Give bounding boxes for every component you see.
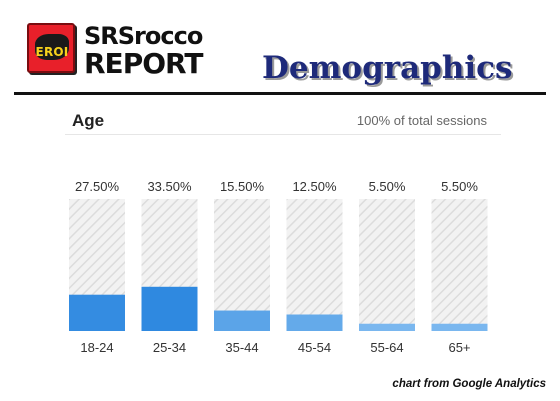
- card-title: Age: [72, 111, 105, 130]
- bar-25-34[interactable]: [141, 286, 198, 331]
- bar-35-44[interactable]: [214, 310, 270, 331]
- value-label-18-24: 27.50%: [75, 179, 120, 194]
- source-caption: chart from Google Analytics: [392, 378, 546, 390]
- category-label-55-64: 55-64: [370, 340, 403, 355]
- bar-45-54[interactable]: [286, 314, 343, 332]
- bar-track-45-54: [286, 199, 343, 331]
- category-label-45-54: 45-54: [298, 340, 331, 355]
- card-divider: [65, 134, 501, 135]
- card-subtitle: 100% of total sessions: [356, 113, 487, 128]
- category-label-18-24: 18-24: [80, 340, 113, 355]
- logo-badge-text: EROI: [35, 45, 69, 59]
- bar-track-65+: [431, 199, 488, 331]
- value-label-25-34: 33.50%: [147, 179, 192, 194]
- bar-65+[interactable]: [431, 323, 488, 331]
- value-label-55-64: 5.50%: [369, 179, 406, 194]
- header-divider: [14, 92, 546, 95]
- value-label-35-44: 15.50%: [220, 179, 265, 194]
- bar-18-24[interactable]: [69, 294, 125, 331]
- brand-name-line1: SRSrocco: [84, 22, 203, 50]
- category-label-35-44: 35-44: [225, 340, 258, 355]
- header: EROI SRSrocco REPORT Demographics: [0, 0, 560, 100]
- us-map-icon: [35, 34, 69, 60]
- brand-name-line2: REPORT: [84, 47, 203, 80]
- category-label-65+: 65+: [448, 340, 470, 355]
- bar-track-35-44: [214, 199, 270, 331]
- category-label-25-34: 25-34: [153, 340, 186, 355]
- bar-track-55-64: [359, 199, 415, 331]
- value-label-65+: 5.50%: [441, 179, 478, 194]
- page-title: Demographics: [262, 50, 513, 86]
- value-label-45-54: 12.50%: [292, 179, 337, 194]
- bar-55-64[interactable]: [359, 323, 415, 331]
- eroi-logo: EROI: [27, 23, 75, 73]
